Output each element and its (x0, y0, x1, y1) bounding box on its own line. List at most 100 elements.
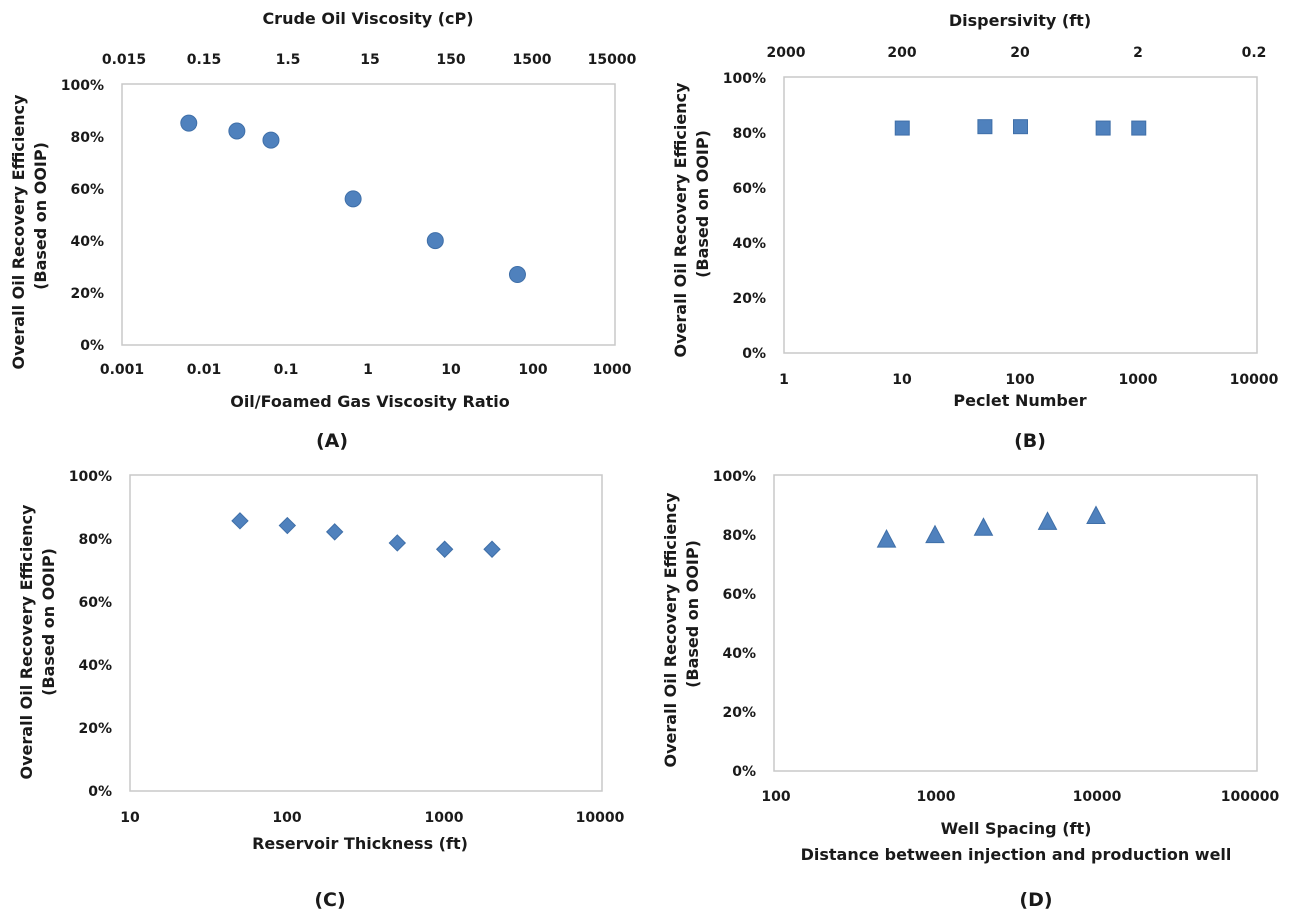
panel-b-markers (894, 119, 1147, 136)
panel-a-top-x-tick: 150 (436, 52, 465, 68)
panel-d-y-tick: 100% (713, 469, 756, 485)
panel-b-x-tick: 1000 (1119, 372, 1158, 388)
panel-b-top-x-ticks: 2000 200 20 2 0.2 (767, 45, 1267, 61)
panel-a: 0% 20% 40% 60% 80% 100% 0.001 0.01 0.1 1… (9, 9, 637, 452)
panel-a-y-tick: 20% (70, 286, 104, 302)
panel-c-x-tick: 10 (120, 810, 140, 826)
panel-a-top-x-tick: 0.015 (102, 52, 146, 68)
data-point-square (1013, 119, 1028, 135)
panel-b-y-tick: 0% (742, 346, 766, 362)
panel-b-y-tick: 20% (732, 291, 766, 307)
panel-b-top-x-axis-label: Dispersivity (ft) (949, 11, 1091, 30)
panel-c-y-tick: 0% (88, 784, 112, 800)
panel-a-y-tick: 100% (61, 78, 104, 94)
panel-a-y-tick: 40% (70, 234, 104, 250)
panel-d-x-axis-sublabel: Distance between injection and productio… (801, 845, 1232, 864)
panel-d-x-ticks: 100 1000 10000 100000 (761, 789, 1279, 805)
data-point-diamond (483, 540, 501, 558)
panel-a-top-x-tick: 0.15 (187, 52, 222, 68)
panel-b-y-tick: 100% (723, 71, 766, 87)
data-point-square (1131, 120, 1147, 136)
panel-c-y-tick: 60% (78, 595, 112, 611)
panel-a-x-ticks: 0.001 0.01 0.1 1 10 100 1000 (100, 362, 632, 378)
panel-c-y-tick: 100% (69, 469, 112, 485)
data-point-triangle (1086, 505, 1106, 524)
panel-d-y-tick: 40% (722, 646, 756, 662)
data-point-diamond (325, 523, 344, 541)
panel-a-caption: (A) (316, 430, 348, 452)
panel-b-y-axis-label: Overall Oil Recovery Efficiency (671, 82, 690, 358)
panel-c-x-axis-label: Reservoir Thickness (ft) (252, 834, 468, 853)
panel-b-y-ticks: 0% 20% 40% 60% 80% 100% (723, 71, 766, 362)
panel-c-y-tick: 40% (78, 658, 112, 674)
panel-c-caption: (C) (314, 889, 345, 911)
panel-a-plot-area (121, 83, 616, 346)
panel-a-x-tick: 100 (518, 362, 547, 378)
data-point-circle (344, 190, 362, 208)
data-point-circle (508, 266, 526, 284)
data-point-square (894, 120, 910, 136)
data-point-diamond (278, 516, 297, 535)
panel-c-x-tick: 10000 (576, 810, 625, 826)
panel-b-x-ticks: 1 10 100 1000 10000 (779, 372, 1278, 388)
panel-b: 0% 20% 40% 60% 80% 100% 1 10 100 1000 10… (671, 11, 1279, 452)
panel-b-y-axis-sublabel: (Based on OOIP) (693, 130, 712, 278)
panel-a-top-x-tick: 1500 (513, 52, 552, 68)
panel-b-top-x-tick: 2000 (767, 45, 806, 61)
data-point-square (977, 119, 993, 135)
panel-b-caption: (B) (1014, 430, 1046, 452)
data-point-diamond (435, 540, 454, 558)
panel-d-y-tick: 60% (722, 587, 756, 603)
panel-a-x-axis-label: Oil/Foamed Gas Viscosity Ratio (230, 392, 510, 411)
panel-d-markers (876, 505, 1106, 548)
panel-a-y-axis-label: Overall Oil Recovery Efficiency (9, 94, 28, 370)
panel-d-y-axis-label: Overall Oil Recovery Efficiency (661, 492, 680, 768)
panel-c-plot-area (129, 474, 603, 792)
data-point-triangle (925, 524, 945, 544)
panel-d-y-tick: 20% (722, 705, 756, 721)
panel-b-top-x-tick: 20 (1010, 45, 1030, 61)
panel-c-y-ticks: 0% 20% 40% 60% 80% 100% (69, 469, 112, 800)
panel-c-y-tick: 20% (78, 721, 112, 737)
data-point-triangle (973, 517, 994, 536)
panel-a-y-axis-sublabel: (Based on OOIP) (31, 142, 50, 290)
panel-c-markers (231, 512, 501, 558)
panel-d-x-tick: 100000 (1221, 789, 1280, 805)
panel-d-x-tick: 10000 (1073, 789, 1122, 805)
panel-b-top-x-tick: 2 (1133, 45, 1143, 61)
panel-b-x-axis-label: Peclet Number (953, 391, 1086, 410)
data-point-diamond (388, 534, 407, 552)
panel-d-plot-area (773, 474, 1258, 772)
panel-b-top-x-tick: 0.2 (1242, 45, 1267, 61)
data-point-square (1095, 120, 1111, 136)
panel-c-x-tick: 100 (272, 810, 301, 826)
panel-a-x-tick: 10 (441, 362, 461, 378)
panel-a-x-tick: 0.001 (100, 362, 144, 378)
panel-b-x-tick: 10000 (1230, 372, 1279, 388)
data-point-circle (180, 114, 198, 132)
panel-a-top-x-ticks: 0.015 0.15 1.5 15 150 1500 15000 (102, 52, 637, 68)
panel-c: 0% 20% 40% 60% 80% 100% 10 100 1000 1000… (17, 469, 625, 911)
panel-a-top-x-axis-label: Crude Oil Viscosity (cP) (262, 9, 473, 28)
panel-b-y-tick: 60% (732, 181, 766, 197)
panel-a-x-tick: 0.01 (187, 362, 222, 378)
panel-d-x-tick: 1000 (917, 789, 956, 805)
panel-a-y-tick: 80% (70, 130, 104, 146)
panel-c-y-axis-label: Overall Oil Recovery Efficiency (17, 504, 36, 780)
panel-a-top-x-tick: 1.5 (276, 52, 301, 68)
panel-d-y-tick: 80% (722, 528, 756, 544)
panel-d-caption: (D) (1019, 889, 1052, 911)
data-point-circle (262, 131, 280, 149)
panel-a-y-tick: 60% (70, 182, 104, 198)
panel-c-y-tick: 80% (78, 532, 112, 548)
data-point-triangle (876, 529, 897, 548)
panel-c-y-axis-sublabel: (Based on OOIP) (39, 548, 58, 696)
panel-a-markers (180, 114, 526, 284)
panel-d: 0% 20% 40% 60% 80% 100% 100 1000 10000 1… (661, 469, 1279, 911)
panel-a-x-tick: 0.1 (274, 362, 299, 378)
panel-b-y-tick: 40% (732, 236, 766, 252)
panel-a-x-tick: 1000 (593, 362, 632, 378)
panel-a-y-ticks: 0% 20% 40% 60% 80% 100% (61, 78, 104, 354)
panel-a-top-x-tick: 15 (360, 52, 379, 68)
panel-a-top-x-tick: 15000 (588, 52, 637, 68)
